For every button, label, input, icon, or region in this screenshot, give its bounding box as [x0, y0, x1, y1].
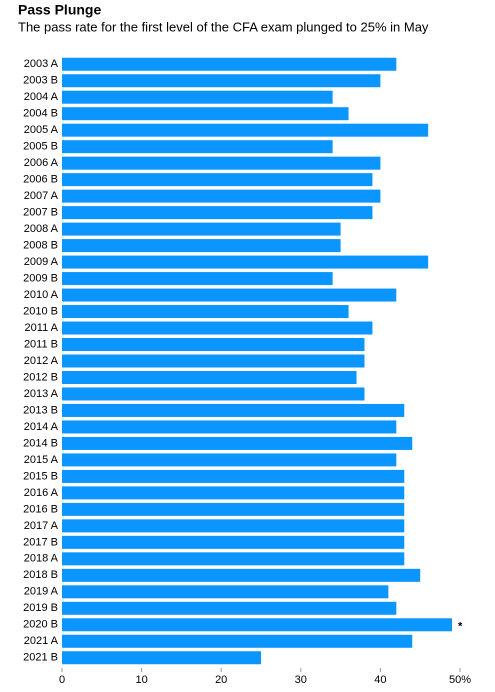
- y-tick-label: 2020 B: [23, 619, 58, 631]
- y-tick-label: 2015 B: [23, 470, 58, 482]
- y-tick-label: 2011 B: [24, 338, 58, 350]
- y-tick-label: 2003 B: [23, 75, 58, 87]
- bar: [62, 173, 373, 187]
- y-tick-label: 2013 A: [24, 388, 59, 400]
- y-tick-label: 2006 A: [24, 157, 59, 169]
- y-tick-label: 2014 B: [23, 437, 58, 449]
- bar: [62, 370, 357, 384]
- bar: [62, 502, 405, 516]
- x-tick-label: 40: [374, 674, 386, 686]
- bar: [62, 206, 373, 220]
- y-tick-label: 2019 A: [24, 586, 59, 598]
- y-tick-label: 2006 B: [23, 174, 58, 186]
- bar: [62, 107, 349, 121]
- y-tick-label: 2010 A: [24, 289, 59, 301]
- bar: [62, 90, 333, 104]
- y-tick-label: 2008 A: [24, 223, 59, 235]
- x-tick-label: 30: [295, 674, 307, 686]
- annotation: *: [458, 621, 463, 633]
- y-tick-label: 2010 B: [23, 305, 58, 317]
- bar: [62, 255, 429, 269]
- bar: [62, 288, 397, 302]
- bar: [62, 74, 381, 88]
- bar: [62, 469, 405, 483]
- y-tick-label: 2005 B: [23, 141, 58, 153]
- y-tick-label: 2009 A: [24, 256, 59, 268]
- y-tick-label: 2003 A: [24, 58, 59, 70]
- y-tick-label: 2012 A: [24, 355, 59, 367]
- bar: [62, 601, 397, 615]
- y-tick-label: 2021 A: [24, 635, 59, 647]
- y-tick-label: 2005 A: [24, 124, 59, 136]
- bar: [62, 436, 413, 450]
- bar: [62, 651, 261, 665]
- y-tick-label: 2016 A: [24, 487, 59, 499]
- y-tick-label: 2014 A: [24, 421, 59, 433]
- bar: [62, 239, 341, 253]
- bar: [62, 618, 453, 632]
- y-tick-label: 2021 B: [23, 652, 58, 664]
- y-tick-label: 2007 B: [23, 207, 58, 219]
- y-tick-label: 2004 B: [23, 108, 58, 120]
- bar: [62, 305, 349, 319]
- x-tick-label: 10: [135, 674, 147, 686]
- y-tick-label: 2017 A: [24, 520, 59, 532]
- y-tick-label: 2007 A: [24, 190, 59, 202]
- y-tick-label: 2009 B: [23, 272, 58, 284]
- y-tick-label: 2008 B: [23, 240, 58, 252]
- chart-subtitle: The pass rate for the first level of the…: [18, 19, 429, 34]
- x-tick-label: 50%: [449, 674, 471, 686]
- bar: [62, 486, 405, 500]
- bar: [62, 568, 421, 582]
- x-tick-label: 0: [59, 674, 65, 686]
- bar: [62, 140, 333, 154]
- bar: [62, 338, 365, 352]
- y-tick-label: 2017 B: [23, 536, 58, 548]
- bar: [62, 123, 429, 137]
- bar: [62, 420, 397, 434]
- bar: [62, 321, 373, 335]
- chart-title: Pass Plunge: [18, 2, 101, 18]
- bar: [62, 519, 405, 533]
- y-tick-label: 2004 A: [24, 91, 59, 103]
- bar: [62, 222, 341, 236]
- bar: [62, 189, 381, 203]
- bar: [62, 453, 397, 467]
- y-tick-label: 2019 B: [23, 602, 58, 614]
- bar: [62, 585, 389, 599]
- bar: [62, 535, 405, 549]
- y-tick-label: 2018 A: [24, 553, 59, 565]
- y-tick-label: 2013 B: [23, 404, 58, 416]
- y-tick-label: 2018 B: [23, 569, 58, 581]
- y-tick-label: 2012 B: [23, 371, 58, 383]
- bar: [62, 552, 405, 566]
- bar: [62, 403, 405, 417]
- y-tick-label: 2011 A: [25, 322, 59, 334]
- y-tick-label: 2016 B: [23, 503, 58, 515]
- bar: [62, 387, 365, 401]
- bar: [62, 634, 413, 648]
- bar: [62, 354, 365, 368]
- y-tick-label: 2015 A: [24, 454, 59, 466]
- bar: [62, 156, 381, 170]
- x-tick-label: 20: [215, 674, 227, 686]
- bar: [62, 57, 397, 71]
- bar: [62, 272, 333, 286]
